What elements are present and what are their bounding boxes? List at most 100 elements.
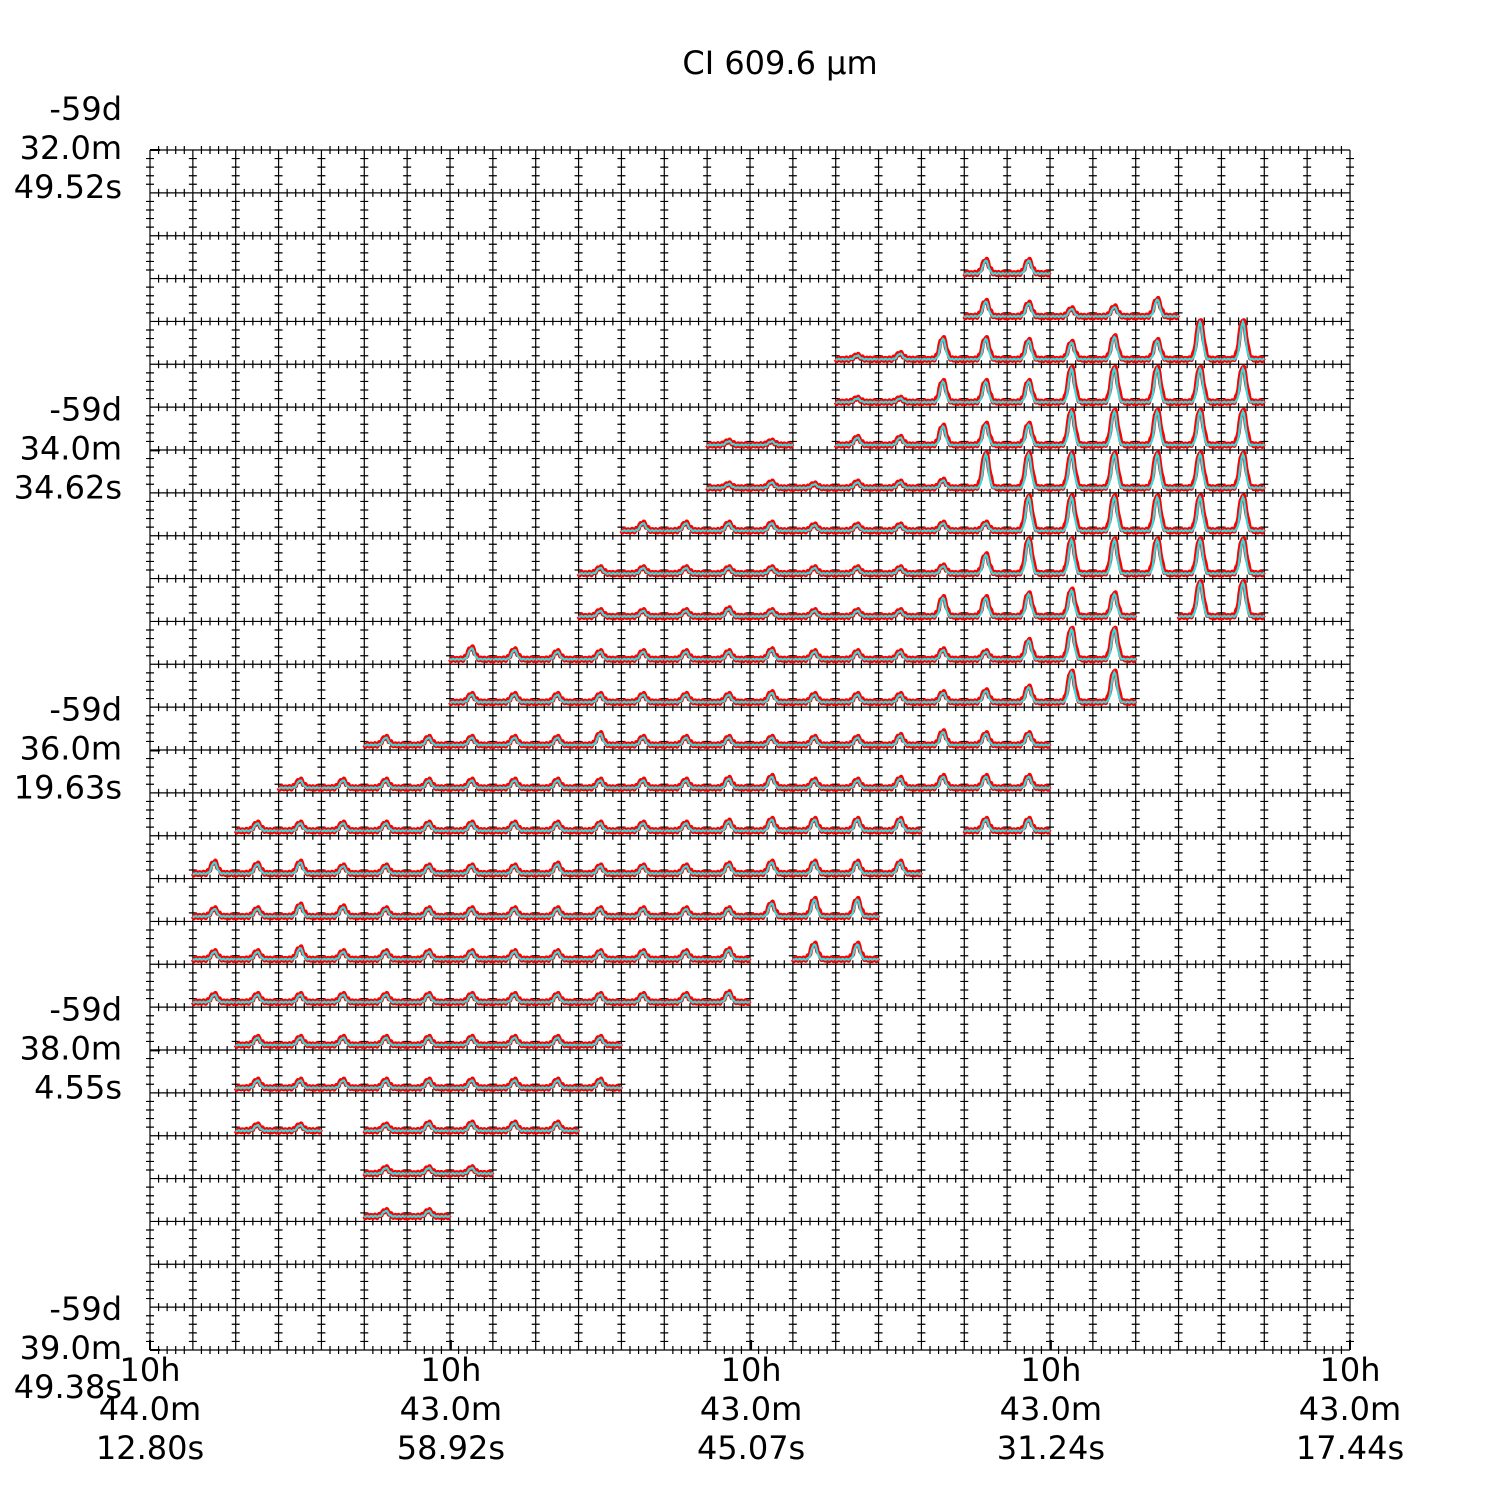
fit-spectrum: [1006, 592, 1051, 619]
fit-spectrum: [1006, 732, 1051, 747]
fit-spectrum: [706, 777, 751, 790]
fit-spectrum: [835, 609, 879, 619]
fit-spectrum: [320, 993, 365, 1004]
fit-spectrum: [1049, 669, 1094, 704]
fit-spectrum: [706, 439, 751, 447]
fit-spectrum: [920, 337, 965, 362]
fit-spectrum: [878, 693, 922, 704]
x-tick-label: 10h: [120, 1351, 181, 1389]
fit-spectrum: [578, 822, 622, 833]
fit-spectrum: [192, 950, 236, 962]
fit-spectrum: [578, 1079, 622, 1090]
fit-spectrum: [578, 650, 622, 662]
y-tick-label: -59d: [49, 990, 122, 1028]
fit-spectrum: [449, 907, 494, 919]
fit-spectrum: [663, 950, 708, 962]
observed-spectrum: [1048, 407, 1095, 449]
fit-spectrum: [835, 650, 879, 662]
fit-spectrum: [835, 736, 879, 747]
x-tick-label: 10h: [420, 1351, 481, 1389]
fit-spectrum: [192, 993, 236, 1004]
observed-spectrum: [1048, 450, 1095, 492]
fit-spectrum: [792, 482, 836, 490]
fit-spectrum: [792, 609, 836, 619]
fit-spectrum: [363, 822, 408, 833]
fit-spectrum: [1006, 686, 1051, 704]
fit-spectrum: [1006, 422, 1051, 447]
fit-spectrum: [535, 736, 579, 747]
fit-spectrum: [835, 693, 879, 704]
fit-spectrum: [1178, 319, 1222, 362]
fit-spectrum: [192, 907, 236, 919]
observed-spectrum: [1176, 450, 1223, 492]
fit-spectrum: [449, 1079, 494, 1090]
fit-spectrum: [235, 1123, 279, 1133]
fit-spectrum: [878, 609, 922, 619]
fit-spectrum: [449, 1166, 494, 1176]
y-tick-label: 34.0m: [20, 429, 122, 467]
fit-spectrum: [1178, 409, 1222, 447]
fit-spectrum: [1092, 670, 1136, 704]
fit-spectrum: [406, 950, 451, 962]
fit-spectrum: [792, 523, 836, 533]
fit-spectrum: [920, 424, 965, 447]
y-tick-label: 38.0m: [20, 1029, 122, 1067]
fit-spectrum: [1135, 494, 1179, 533]
fit-spectrum: [620, 736, 665, 747]
fit-spectrum: [406, 907, 451, 919]
fit-spectrum: [663, 609, 708, 619]
fit-spectrum: [449, 647, 494, 662]
y-tick-label: 4.55s: [34, 1068, 122, 1106]
fit-spectrum: [920, 522, 965, 533]
fit-spectrum: [963, 818, 1008, 833]
fit-spectrum: [620, 993, 665, 1004]
fit-spectrum: [1006, 639, 1051, 662]
fit-spectrum: [963, 337, 1008, 362]
fit-spectrum: [835, 861, 879, 876]
fit-spectrum: [320, 1079, 365, 1090]
observed-spectrum: [1176, 493, 1223, 535]
fit-spectrum: [749, 439, 794, 447]
fit-spectrum: [235, 863, 279, 876]
fit-spectrum: [1220, 319, 1265, 362]
fit-spectrum: [363, 736, 408, 747]
fit-spectrum: [1092, 335, 1136, 362]
fit-spectrum: [278, 947, 322, 962]
fit-spectrum: [1220, 365, 1265, 404]
fit-spectrum: [878, 650, 922, 662]
fit-spectrum: [1006, 302, 1051, 319]
fit-spectrum: [1006, 537, 1051, 576]
fit-spectrum: [620, 693, 665, 704]
fit-spectrum: [835, 480, 879, 490]
fit-spectrum: [706, 949, 751, 962]
fit-spectrum: [1006, 775, 1051, 790]
x-tick-label: 43.0m: [1000, 1390, 1102, 1428]
fit-spectrum: [792, 898, 836, 919]
fit-spectrum: [963, 650, 1008, 662]
fit-spectrum: [492, 993, 536, 1004]
fit-spectrum: [749, 566, 794, 576]
fit-spectrum: [620, 566, 665, 576]
fit-spectrum: [963, 451, 1008, 490]
fit-spectrum: [835, 566, 879, 576]
fit-spectrum: [1006, 339, 1051, 362]
fit-spectrum: [620, 907, 665, 919]
fit-spectrum: [878, 352, 922, 362]
fit-spectrum: [235, 993, 279, 1004]
fit-spectrum: [1178, 580, 1222, 619]
fit-spectrum: [492, 736, 536, 747]
fit-spectrum: [792, 818, 836, 833]
fit-spectrum: [663, 736, 708, 747]
fit-spectrum: [278, 993, 322, 1004]
fit-spectrum: [920, 596, 965, 619]
x-tick-label: 43.0m: [400, 1390, 502, 1428]
fit-spectrum: [406, 1036, 451, 1047]
fit-spectrum: [1049, 341, 1094, 362]
fit-spectrum: [535, 1122, 579, 1133]
observed-spectrum: [1219, 493, 1266, 535]
observed-spectrum: [1048, 625, 1095, 664]
fit-spectrum: [578, 732, 622, 747]
fit-spectrum: [749, 522, 794, 533]
fit-spectrum: [835, 523, 879, 533]
fit-spectrum: [963, 259, 1008, 276]
